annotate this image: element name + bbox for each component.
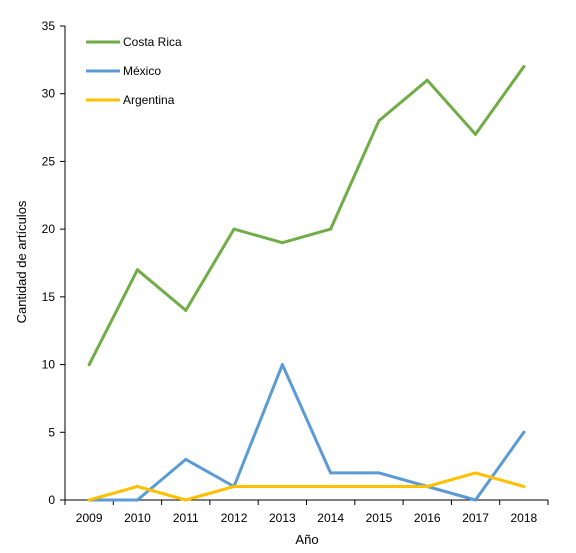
data-point-costa-rica bbox=[232, 227, 236, 231]
x-tick-label: 2011 bbox=[173, 511, 199, 525]
y-tick-label: 30 bbox=[42, 87, 56, 101]
x-tick-label: 2015 bbox=[366, 511, 393, 525]
data-point-costa-rica bbox=[184, 308, 188, 312]
x-tick-label: 2017 bbox=[462, 511, 489, 525]
data-point-argentina bbox=[280, 484, 284, 488]
data-point-mexico bbox=[184, 457, 188, 461]
data-point-costa-rica bbox=[87, 363, 91, 367]
data-point-argentina bbox=[329, 484, 333, 488]
data-point-costa-rica bbox=[522, 65, 526, 69]
y-tick-label: 0 bbox=[48, 493, 55, 507]
data-point-mexico bbox=[474, 498, 478, 502]
data-point-costa-rica bbox=[377, 119, 381, 123]
y-tick-label: 35 bbox=[42, 19, 56, 33]
legend-label-argentina: Argentina bbox=[123, 93, 175, 107]
x-tick-label: 2009 bbox=[76, 511, 103, 525]
data-point-costa-rica bbox=[329, 227, 333, 231]
data-point-mexico bbox=[135, 498, 139, 502]
data-point-argentina bbox=[135, 484, 139, 488]
data-point-argentina bbox=[377, 484, 381, 488]
y-tick-label: 20 bbox=[42, 222, 56, 236]
y-tick-label: 25 bbox=[42, 154, 56, 168]
series-line-costa-rica bbox=[87, 65, 526, 367]
y-axis-title: Cantidad de artículos bbox=[14, 200, 29, 323]
data-point-costa-rica bbox=[280, 241, 284, 245]
data-point-costa-rica bbox=[425, 78, 429, 82]
data-point-costa-rica bbox=[474, 132, 478, 136]
series-line-mexico bbox=[87, 363, 526, 502]
data-point-argentina bbox=[474, 471, 478, 475]
data-point-mexico bbox=[522, 430, 526, 434]
y-tick-label: 10 bbox=[42, 358, 56, 372]
legend-label-mexico: México bbox=[123, 64, 161, 78]
y-tick-label: 5 bbox=[48, 425, 55, 439]
data-point-argentina bbox=[184, 498, 188, 502]
data-point-argentina bbox=[522, 484, 526, 488]
x-tick-label: 2013 bbox=[269, 511, 296, 525]
data-point-mexico bbox=[329, 471, 333, 475]
x-axis-title: Año bbox=[295, 532, 318, 547]
y-tick-label: 15 bbox=[42, 290, 56, 304]
legend-label-costa-rica: Costa Rica bbox=[123, 35, 182, 49]
x-tick-label: 2018 bbox=[510, 511, 537, 525]
data-point-mexico bbox=[377, 471, 381, 475]
legend: Costa Rica México Argentina bbox=[86, 35, 182, 107]
data-point-argentina bbox=[425, 484, 429, 488]
data-point-argentina bbox=[87, 498, 91, 502]
series-lines bbox=[87, 65, 526, 502]
x-tick-label: 2012 bbox=[221, 511, 248, 525]
x-tick-label: 2010 bbox=[124, 511, 151, 525]
x-tick-label: 2014 bbox=[317, 511, 344, 525]
data-point-mexico bbox=[280, 363, 284, 367]
x-tick-label: 2016 bbox=[414, 511, 441, 525]
axes: 0 5 10 15 20 25 30 35 2009 2010 2011 2012 2013 2014 20… bbox=[42, 19, 549, 525]
data-point-argentina bbox=[232, 484, 236, 488]
data-point-costa-rica bbox=[135, 268, 139, 272]
series-line-argentina bbox=[87, 471, 526, 502]
